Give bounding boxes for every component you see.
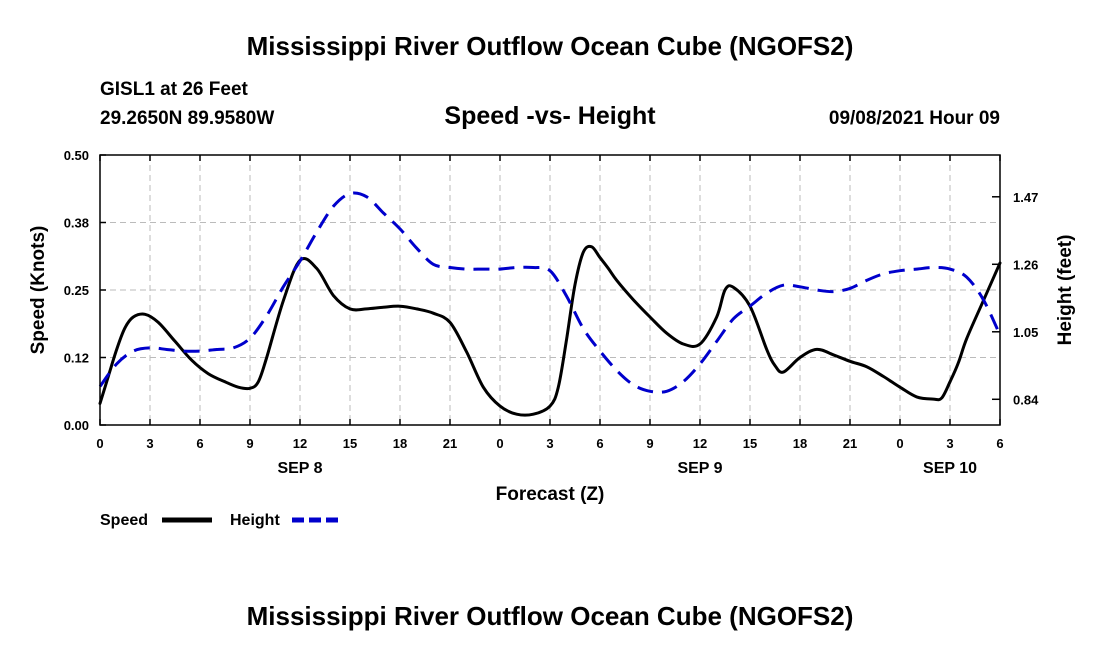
x-tick-label: 3 (946, 436, 953, 451)
y2-tick-label: 1.47 (1013, 190, 1038, 205)
chart-title: Mississippi River Outflow Ocean Cube (NG… (247, 31, 854, 61)
x-tick-label: 0 (496, 436, 503, 451)
date-label: SEP 8 (277, 460, 322, 477)
footer-title: Mississippi River Outflow Ocean Cube (NG… (247, 601, 854, 631)
y2-tick-label: 1.05 (1013, 325, 1038, 340)
x-tick-label: 9 (646, 436, 653, 451)
x-tick-label: 0 (96, 436, 103, 451)
legend-label-speed: Speed (100, 512, 148, 529)
y2-tick-label: 0.84 (1013, 392, 1039, 407)
y-tick-labels: 0.00 0.12 0.25 0.38 0.50 (64, 148, 89, 433)
x-axis-label: Forecast (Z) (496, 484, 605, 505)
series-speed-line (98, 244, 1002, 417)
y-axis-label: Speed (Knots) (28, 226, 49, 355)
date-label: SEP 10 (923, 460, 977, 477)
grid-lines (100, 155, 1000, 425)
x-tick-label: 18 (793, 436, 807, 451)
x-tick-label: 12 (693, 436, 707, 451)
y2-tick-labels: 0.84 1.05 1.26 1.47 (1013, 190, 1039, 407)
x-tick-label: 18 (393, 436, 407, 451)
date-label: SEP 9 (677, 460, 722, 477)
x-tick-label: 6 (596, 436, 603, 451)
forecast-run-time: 09/08/2021 Hour 09 (829, 108, 1000, 129)
x-tick-label: 0 (896, 436, 903, 451)
station-label: GISL1 at 26 Feet (100, 79, 249, 100)
x-tick-label: 15 (343, 436, 357, 451)
x-tick-label: 12 (293, 436, 307, 451)
y2-tick-label: 1.26 (1013, 257, 1038, 272)
x-tick-label: 21 (443, 436, 457, 451)
y-tick-label: 0.25 (64, 283, 89, 298)
y-tick-label: 0.00 (64, 418, 89, 433)
x-tick-label: 15 (743, 436, 757, 451)
date-labels: SEP 8 SEP 9 SEP 10 (277, 460, 977, 477)
y2-axis-label: Height (feet) (1055, 235, 1076, 346)
station-coordinates: 29.2650N 89.9580W (100, 108, 274, 129)
x-tick-label: 6 (196, 436, 203, 451)
x-tick-label: 9 (246, 436, 253, 451)
y-tick-label: 0.38 (64, 216, 89, 231)
x-tick-label: 21 (843, 436, 857, 451)
axis-ticks (99, 154, 1001, 426)
y-tick-label: 0.50 (64, 148, 89, 163)
x-tick-labels: 0 3 6 9 12 15 18 21 0 3 6 9 12 15 18 21 0 3 6 (96, 436, 1003, 451)
x-tick-label: 3 (146, 436, 153, 451)
legend-label-height: Height (230, 512, 280, 529)
x-tick-label: 6 (996, 436, 1003, 451)
series-height-line (98, 191, 1002, 394)
y-tick-label: 0.12 (64, 351, 89, 366)
legend: Speed Height (100, 512, 342, 529)
series-group (98, 191, 1002, 417)
chart-subtitle: Speed -vs- Height (444, 102, 656, 130)
x-tick-label: 3 (546, 436, 553, 451)
